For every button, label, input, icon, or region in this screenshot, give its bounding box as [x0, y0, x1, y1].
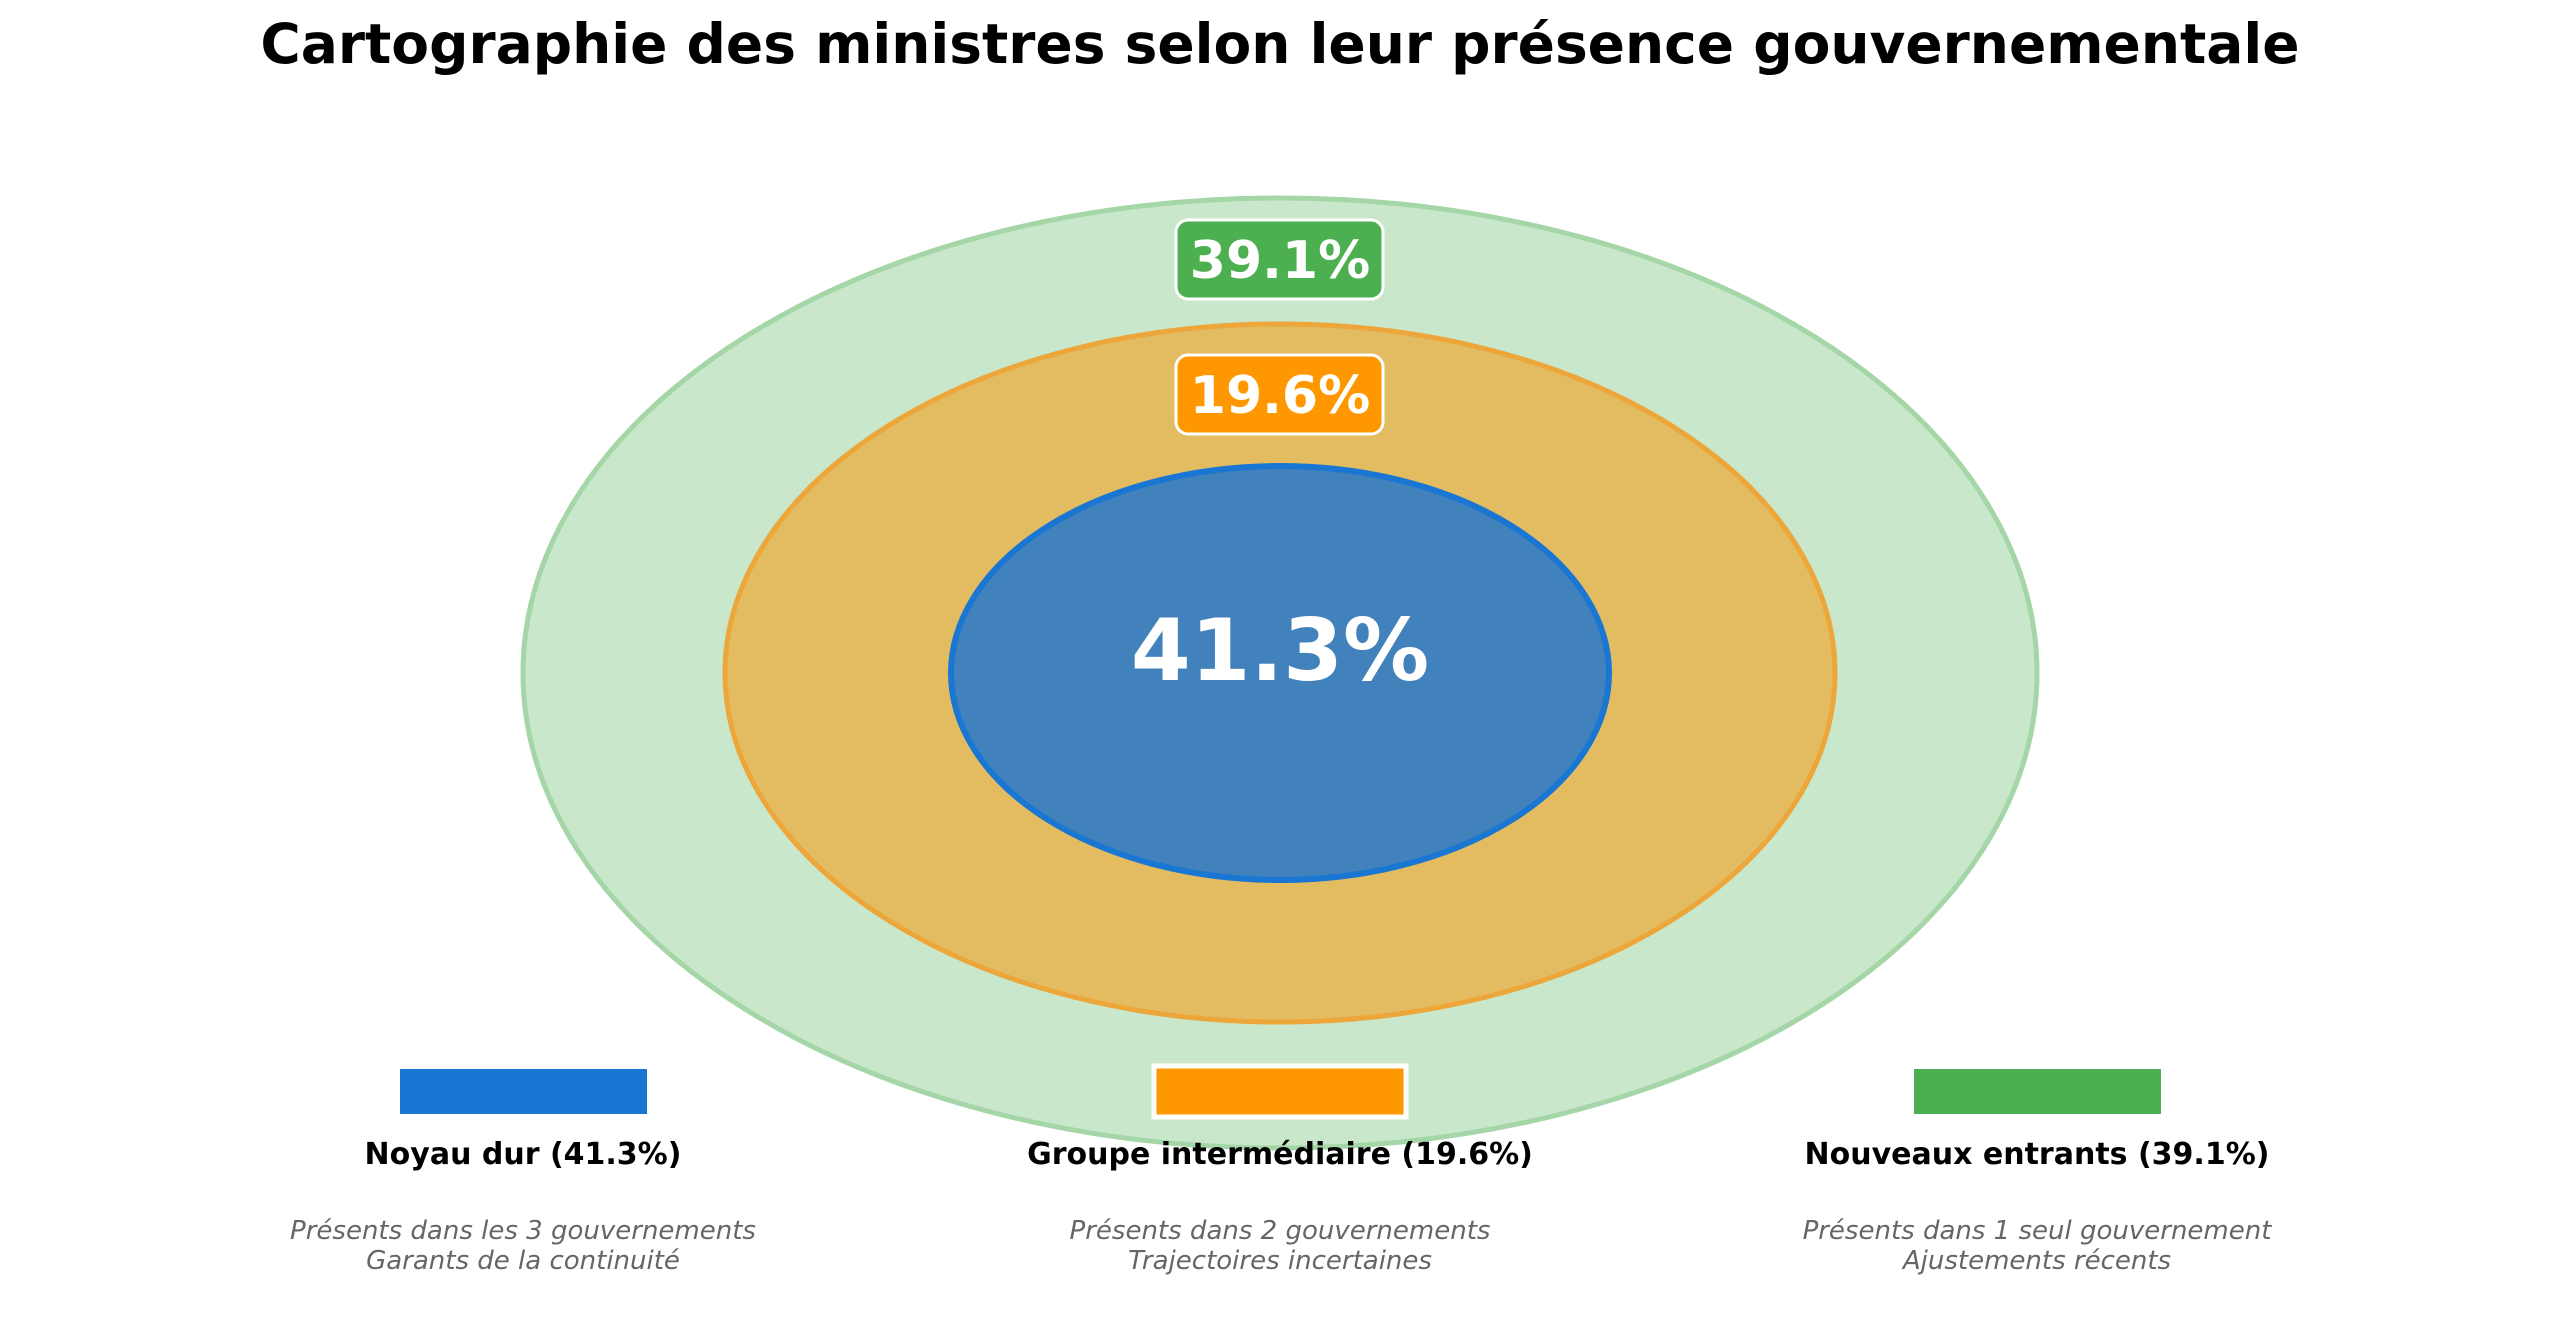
- legend-label-noyau-dur: Noyau dur (41.3%): [364, 1137, 682, 1172]
- legend-desc-nouveaux-entrants: Présents dans 1 seul gouvernement Ajuste…: [1687, 1216, 2387, 1276]
- desc-line: Garants de la continuité: [366, 1246, 680, 1276]
- legend-label-nouveaux-entrants: Nouveaux entrants (39.1%): [1804, 1137, 2270, 1172]
- label-box-nouveaux-entrants: [1174, 218, 1385, 301]
- value-label-nouveaux-entrants: 39.1%: [1190, 231, 1370, 291]
- value-label-noyau-dur: 41.3%: [1131, 601, 1429, 701]
- legend-swatch-groupe-intermediaire: [1151, 1063, 1409, 1120]
- desc-line: Ajustements récents: [1902, 1246, 2172, 1276]
- legend-label-groupe-intermediaire: Groupe intermédiaire (19.6%): [1027, 1137, 1533, 1172]
- label-box-groupe-intermediaire: [1174, 353, 1385, 436]
- legend-swatch-noyau-dur: [400, 1069, 647, 1114]
- value-label-groupe-intermediaire: 19.6%: [1190, 366, 1370, 426]
- legend-desc-noyau-dur: Présents dans les 3 gouvernements Garant…: [173, 1216, 873, 1276]
- legend-swatch-nouveaux-entrants: [1914, 1069, 2161, 1114]
- ring-noyau-dur: [948, 463, 1612, 883]
- chart-title: Cartographie des ministres selon leur pr…: [260, 12, 2300, 76]
- desc-line: Présents dans 1 seul gouvernement: [1802, 1216, 2272, 1246]
- desc-line: Présents dans les 3 gouvernements: [290, 1216, 756, 1246]
- legend-desc-groupe-intermediaire: Présents dans 2 gouvernements Trajectoir…: [930, 1216, 1630, 1276]
- desc-line: Trajectoires incertaines: [1128, 1246, 1432, 1276]
- desc-line: Présents dans 2 gouvernements: [1069, 1216, 1491, 1246]
